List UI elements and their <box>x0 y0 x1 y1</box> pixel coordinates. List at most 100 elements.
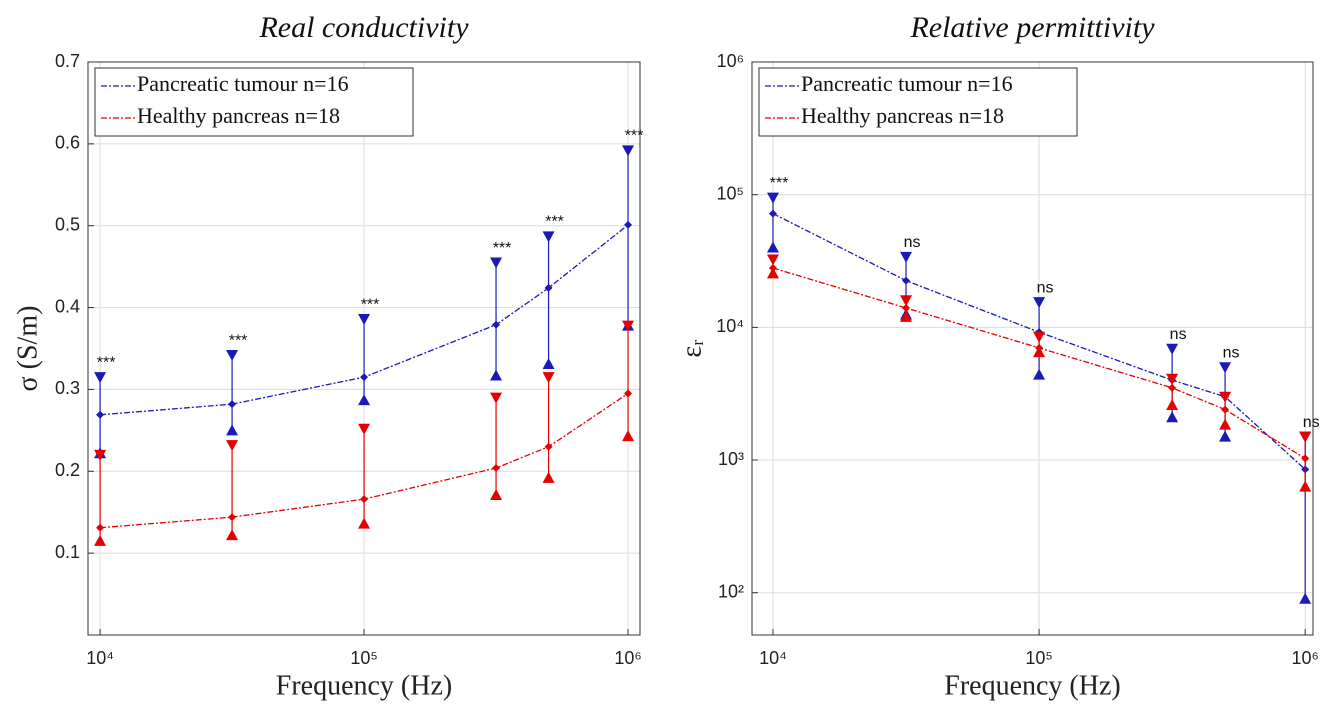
mean-marker <box>492 320 501 329</box>
upper-marker <box>622 145 635 157</box>
upper-marker <box>94 449 107 461</box>
y-tick-label: 0.7 <box>55 51 80 71</box>
y-tick-label: 10³ <box>718 449 744 469</box>
y-tick-label: 10⁶ <box>717 51 744 71</box>
mean-marker <box>228 400 237 409</box>
mean-marker <box>492 464 501 473</box>
x-tick-label: 10⁵ <box>1025 648 1052 668</box>
lower-marker <box>900 310 913 322</box>
upper-marker <box>1299 431 1312 443</box>
significance-label: *** <box>361 296 380 313</box>
upper-marker <box>1166 373 1179 385</box>
y-tick-label: 10⁵ <box>717 183 744 203</box>
upper-marker <box>766 192 779 204</box>
legend-label: Pancreatic tumour n=16 <box>801 71 1013 96</box>
upper-marker <box>1166 343 1179 355</box>
upper-marker <box>1033 297 1046 309</box>
x-tick-label: 10⁶ <box>614 648 641 668</box>
significance-label: ns <box>1170 326 1187 343</box>
significance-label: *** <box>97 354 116 371</box>
lower-marker <box>1299 592 1312 604</box>
lower-marker <box>358 517 371 529</box>
lower-marker <box>542 471 555 483</box>
mean-marker <box>96 410 105 419</box>
upper-marker <box>490 392 503 404</box>
mean-marker <box>544 283 553 292</box>
chart-title: Relative permittivity <box>909 11 1155 44</box>
upper-marker <box>1033 331 1046 343</box>
mean-marker <box>768 264 777 273</box>
mean-marker <box>360 495 369 504</box>
upper-marker <box>542 231 555 243</box>
x-tick-label: 10⁶ <box>1291 648 1318 668</box>
series-line <box>100 224 629 416</box>
upper-marker <box>226 440 239 452</box>
chart-title: Real conductivity <box>258 11 469 44</box>
y-tick-label: 0.3 <box>55 378 80 398</box>
upper-marker <box>358 423 371 435</box>
upper-marker <box>622 320 635 332</box>
y-tick-label: 10² <box>718 581 744 601</box>
lower-marker <box>226 529 239 541</box>
significance-label: *** <box>625 128 644 145</box>
upper-marker <box>900 251 913 263</box>
lower-marker <box>226 424 239 436</box>
x-tick-label: 10⁵ <box>350 648 377 668</box>
x-tick-label: 10⁴ <box>86 648 114 668</box>
lower-marker <box>542 358 555 370</box>
y-tick-label: 0.5 <box>55 214 80 234</box>
legend-box <box>758 67 1078 137</box>
series-line <box>100 392 629 529</box>
y-tick-label: 0.6 <box>55 133 80 153</box>
significance-label: *** <box>770 175 789 192</box>
upper-marker <box>766 254 779 266</box>
axes-background <box>752 62 1313 635</box>
lower-marker <box>1219 430 1232 442</box>
significance-label: *** <box>229 332 248 349</box>
significance-label: *** <box>493 240 512 257</box>
mean-marker <box>1221 405 1230 414</box>
legend-box <box>94 67 414 137</box>
lower-marker <box>622 430 635 442</box>
mean-marker <box>228 513 237 522</box>
upper-marker <box>1219 362 1232 374</box>
legend-label: Healthy pancreas n=18 <box>801 103 1004 128</box>
mean-marker <box>1301 454 1310 463</box>
upper-marker <box>358 314 371 326</box>
lower-marker <box>358 394 371 406</box>
lower-marker <box>1033 368 1046 380</box>
y-tick-label: 10⁴ <box>716 316 744 336</box>
y-tick-label: 0.1 <box>55 542 80 562</box>
mean-marker <box>544 442 553 451</box>
significance-label: ns <box>1303 414 1320 431</box>
mean-marker <box>360 373 369 382</box>
lower-marker <box>490 369 503 381</box>
legend-label: Healthy pancreas n=18 <box>137 103 340 128</box>
lower-marker <box>766 241 779 253</box>
significance-label: *** <box>545 214 564 231</box>
y-tick-label: 0.4 <box>55 296 80 316</box>
series-line <box>772 213 1306 470</box>
upper-marker <box>542 372 555 384</box>
upper-marker <box>226 350 239 362</box>
mean-marker <box>1168 383 1177 392</box>
x-tick-label: 10⁴ <box>759 648 787 668</box>
lower-marker <box>94 534 107 546</box>
mean-marker <box>624 220 633 229</box>
x-axis-label: Frequency (Hz) <box>944 670 1120 701</box>
lower-marker <box>1219 418 1232 430</box>
upper-marker <box>490 257 503 269</box>
significance-label: ns <box>1223 345 1240 362</box>
lower-marker <box>1299 480 1312 492</box>
y-tick-label: 0.2 <box>55 460 80 480</box>
upper-marker <box>900 295 913 307</box>
x-axis-label: Frequency (Hz) <box>276 670 452 701</box>
lower-marker <box>766 267 779 279</box>
axes-frame <box>751 61 1314 636</box>
significance-label: ns <box>904 234 921 251</box>
y-axis-label: εᵣ <box>676 339 707 357</box>
upper-marker <box>94 372 107 384</box>
mean-marker <box>1035 343 1044 352</box>
